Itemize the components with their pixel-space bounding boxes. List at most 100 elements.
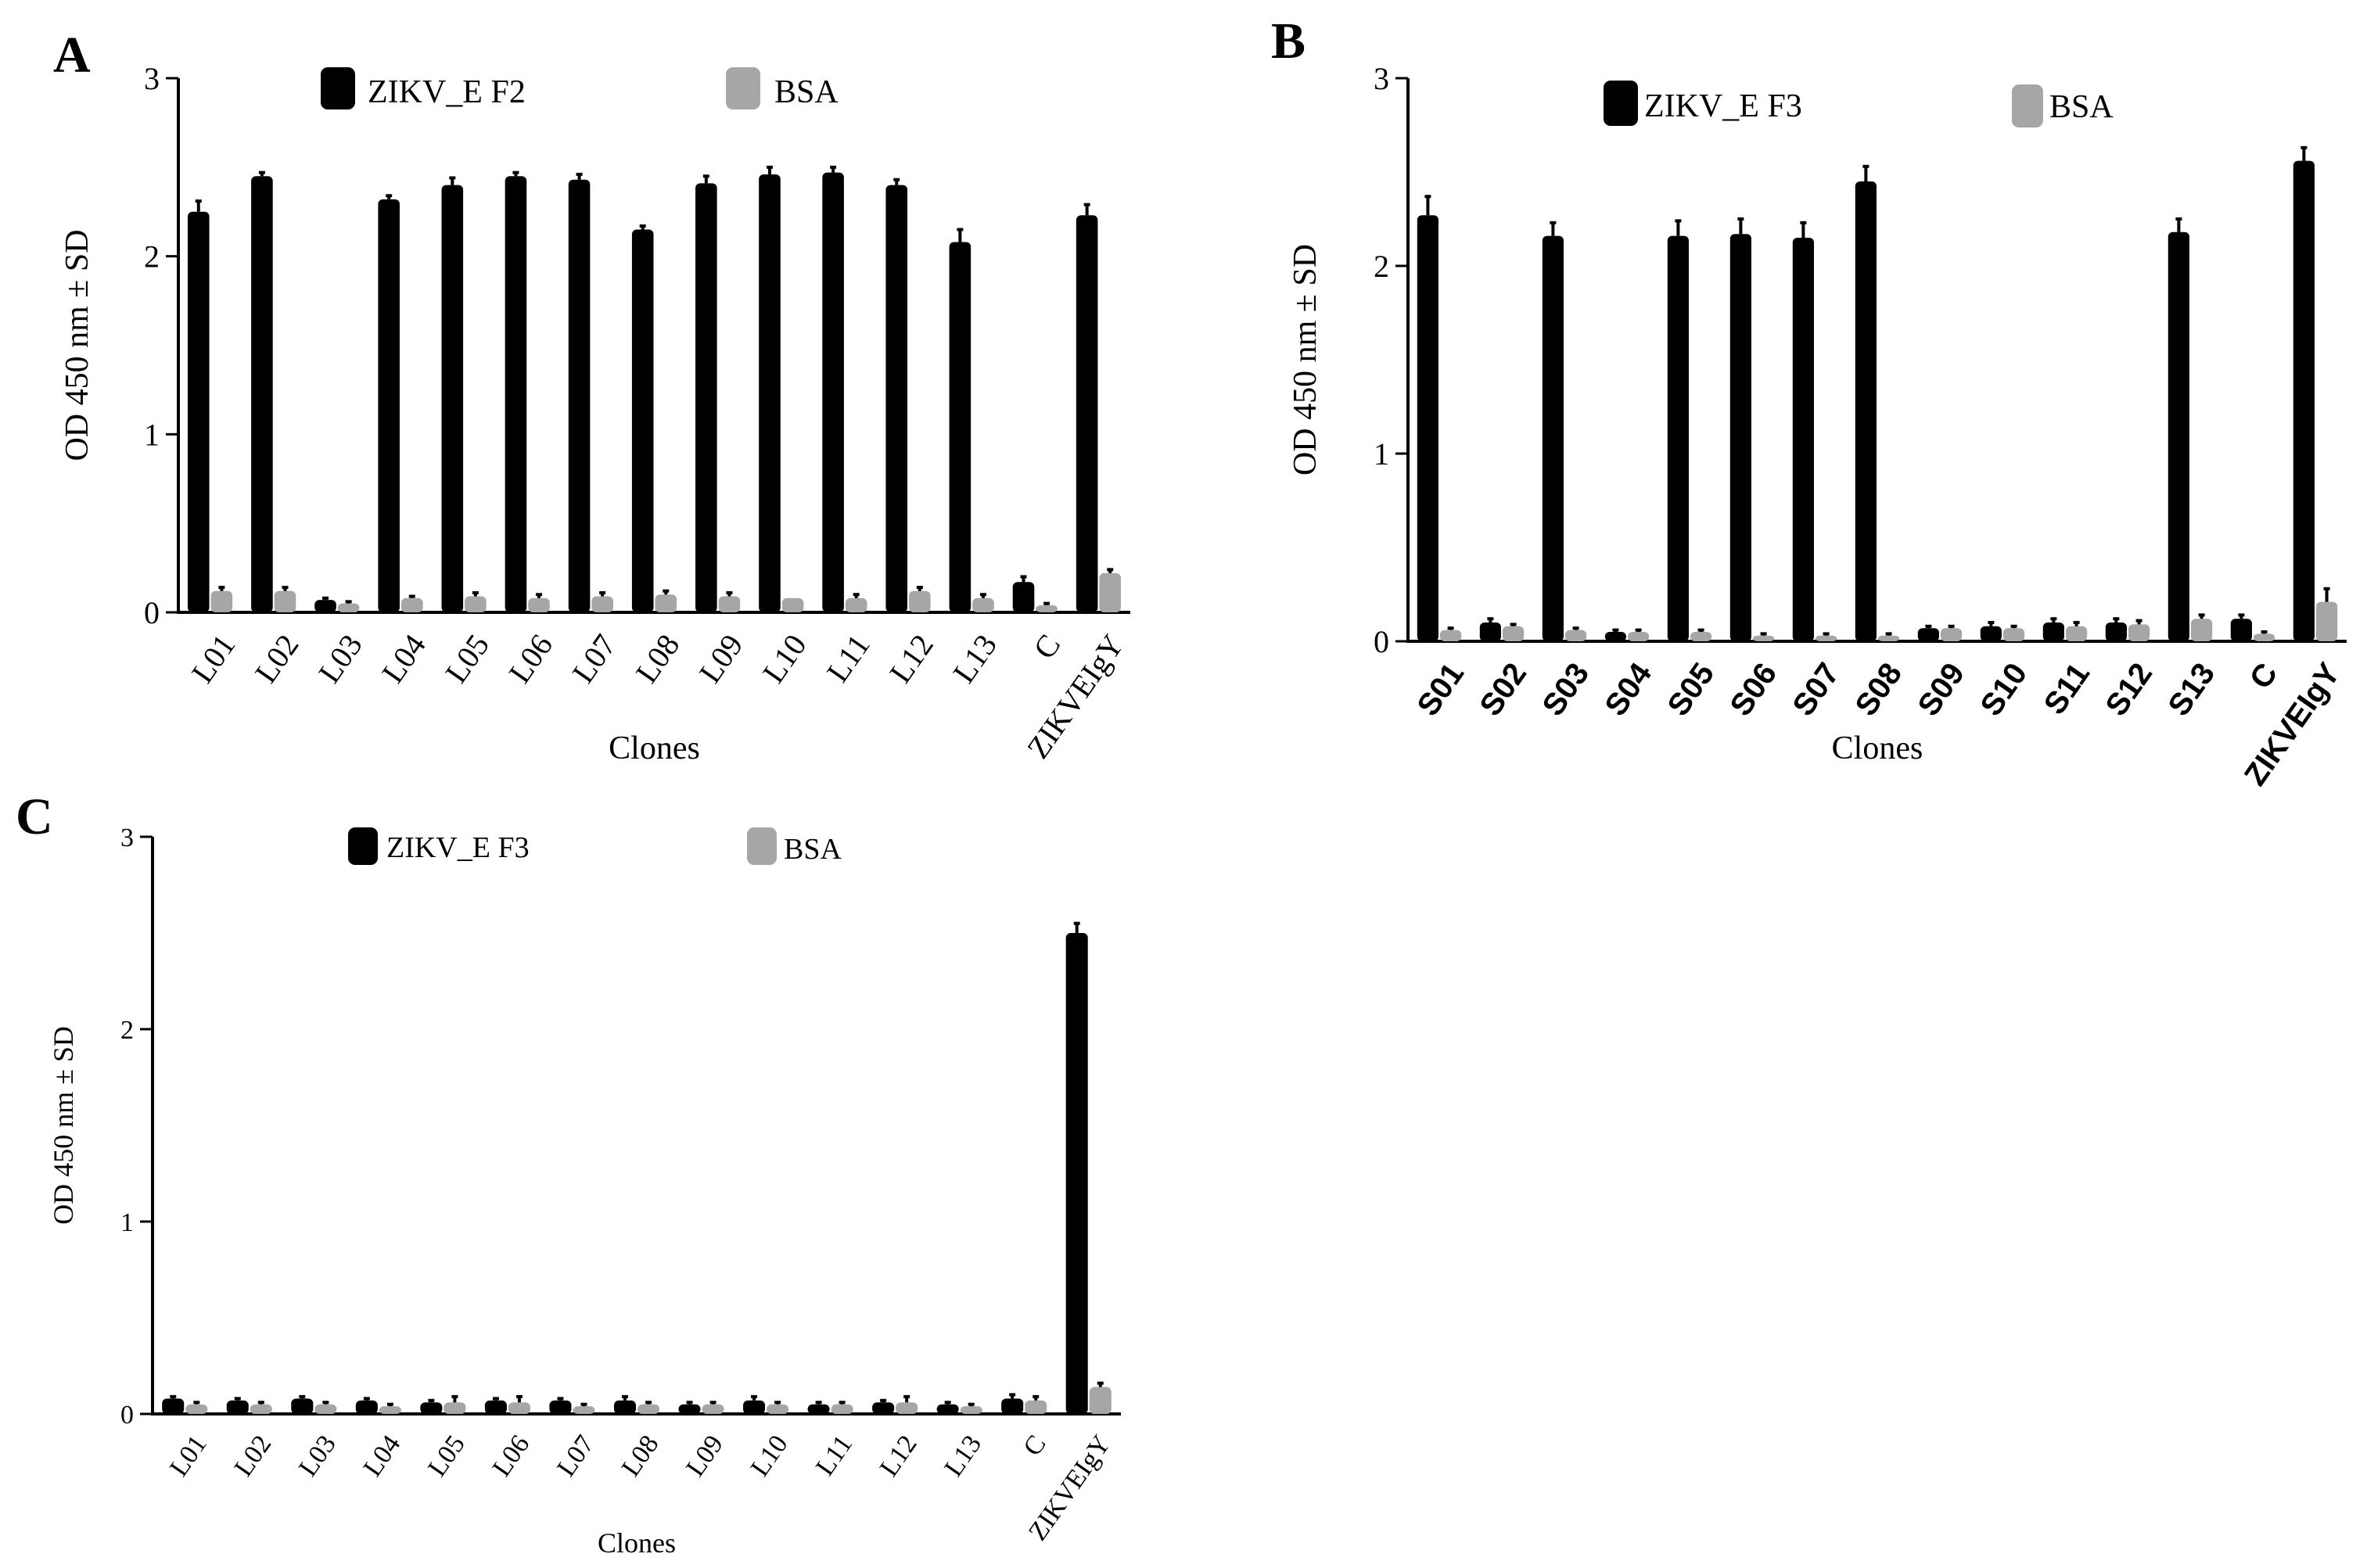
bar-b-antigen [1479,623,1501,641]
bar-c-antigen [743,1400,766,1414]
bar-a-bsa [400,597,423,612]
legend-label-a: ZIKV_E F2 [368,74,526,110]
bar-c-bsa [185,1404,208,1414]
bar-c-antigen [872,1402,895,1414]
bar-c-antigen [936,1404,959,1414]
legend-swatch-c-bsa [747,827,777,865]
legend-swatch-b-antigen [1604,81,1638,126]
bar-b-bsa [2254,633,2275,641]
bar-c-bsa [573,1406,595,1414]
y-tick-label-c: 2 [120,1016,134,1045]
bar-b-bsa [1440,630,1462,641]
bar-c-bsa [637,1404,660,1414]
bar-c-antigen [807,1404,830,1414]
bar-a-bsa [655,594,677,612]
bar-c-bsa [767,1404,789,1414]
bar-b-bsa [2128,624,2150,641]
legend-label-c: ZIKV_E F3 [386,831,530,864]
bar-a-antigen [505,176,527,612]
bar-b-antigen [2042,623,2064,641]
bar-a-bsa [972,597,994,612]
bar-b-bsa [1753,635,1775,641]
y-tick-label-b: 3 [1374,61,1389,96]
x-axis-label-a: Clones [609,730,700,766]
y-tick-label-a: 1 [144,417,160,452]
bar-a-bsa [909,590,931,612]
y-tick-label-c: 0 [120,1401,134,1430]
bar-a-antigen [885,185,908,613]
bar-c-bsa [960,1406,982,1414]
bar-a-antigen [441,185,464,613]
y-tick-label-b: 0 [1374,624,1389,659]
bar-b-antigen [1792,238,1814,641]
bar-b-bsa [1503,626,1525,641]
legend-swatch-a-antigen [321,67,355,109]
y-tick-label-a: 3 [144,61,160,96]
bar-b-bsa [1628,632,1650,641]
bar-a-bsa [781,597,804,612]
bar-b-bsa [2191,619,2213,641]
bar-c-bsa [250,1404,272,1414]
bar-a-antigen [695,183,717,612]
legend-label-a: BSA [774,74,839,110]
bar-a-bsa [528,597,550,612]
y-tick-label-b: 2 [1374,249,1389,284]
bar-c-antigen [162,1398,185,1414]
bar-b-antigen [1542,235,1564,642]
bar-c-bsa [444,1402,466,1414]
bar-b-antigen [1980,626,2002,641]
bar-c-antigen [226,1400,249,1414]
bar-a-antigen [759,174,781,612]
bar-a-antigen [631,229,654,612]
bar-a-antigen [187,211,210,612]
legend-swatch-c-antigen [348,827,378,865]
panel-letter-c: C [16,788,53,845]
bar-a-antigen [314,600,336,612]
bar-c-bsa [379,1406,401,1414]
bar-a-bsa [210,590,233,612]
legend-swatch-b-bsa [2012,84,2043,127]
bar-a-bsa [337,603,360,612]
bar-a-antigen [949,242,972,612]
bar-c-antigen [355,1400,378,1414]
bar-a-antigen [1012,582,1035,612]
bar-c-antigen [420,1402,443,1414]
bar-a-bsa [845,597,867,612]
bar-a-antigen [822,172,844,612]
bar-b-antigen [2167,231,2189,641]
x-axis-label-b: Clones [1832,730,1923,766]
bar-a-bsa [1036,605,1058,612]
y-axis-label-a: OD 450 nm ± SD [59,229,95,461]
panel-letter-b: B [1271,13,1306,70]
bar-c-antigen [1001,1398,1024,1414]
y-axis-label-c: OD 450 nm ± SD [48,1026,79,1225]
bar-b-bsa [1878,635,1900,641]
bar-b-bsa [2066,626,2088,641]
bar-a-antigen [378,199,400,612]
bar-b-antigen [1604,632,1626,641]
bar-b-antigen [2230,619,2252,641]
bar-b-bsa [1565,630,1587,641]
bar-a-bsa [1099,572,1122,612]
bar-a-bsa [274,590,296,612]
bar-c-bsa [896,1402,918,1414]
legend-swatch-a-bsa [726,67,760,109]
panel-letter-a: A [53,27,91,84]
bar-a-bsa [591,596,613,612]
bar-c-bsa [1089,1387,1112,1414]
bar-c-antigen [291,1398,314,1414]
bar-a-antigen [251,176,273,612]
legend-label-b: ZIKV_E F3 [1644,88,1802,124]
bar-c-antigen [613,1400,636,1414]
bar-b-bsa [1941,628,1963,641]
y-axis-label-b: OD 450 nm ± SD [1288,244,1323,475]
bar-b-bsa [1690,632,1712,641]
bar-c-bsa [831,1404,853,1414]
bar-c-bsa [702,1404,724,1414]
bar-a-bsa [465,596,487,612]
bar-c-antigen [549,1400,572,1414]
bar-c-antigen [484,1400,507,1414]
bar-b-antigen [1917,628,1939,641]
